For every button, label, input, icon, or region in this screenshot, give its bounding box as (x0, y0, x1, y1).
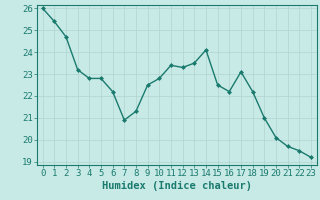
X-axis label: Humidex (Indice chaleur): Humidex (Indice chaleur) (102, 181, 252, 191)
